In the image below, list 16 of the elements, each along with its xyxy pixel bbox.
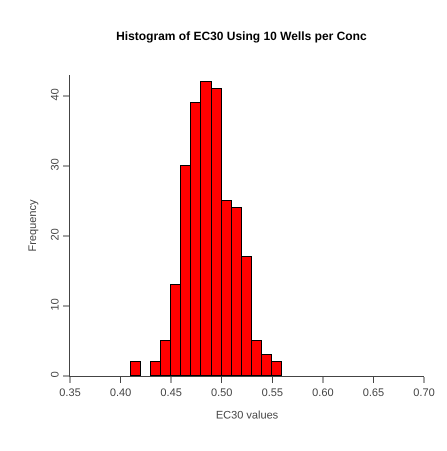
- x-tick-label: 0.60: [312, 387, 334, 400]
- x-tick-label: 0.65: [362, 387, 384, 400]
- y-axis-title: Frequency: [27, 199, 40, 252]
- y-tick-label: 0: [50, 371, 62, 378]
- x-tick-label: 0.70: [413, 387, 435, 400]
- x-tick-label: 0.40: [110, 387, 132, 400]
- x-tick-label: 0.35: [59, 387, 81, 400]
- y-tick-label: 20: [50, 228, 62, 240]
- y-tick-label: 30: [50, 158, 62, 170]
- chart-title: Histogram of EC30 Using 10 Wells per Conc: [116, 28, 367, 43]
- y-tick-label: 40: [50, 88, 62, 100]
- y-tick-label: 10: [50, 298, 62, 310]
- x-tick-label: 0.45: [160, 387, 182, 400]
- x-axis-title: EC30 values: [216, 409, 279, 422]
- x-tick-label: 0.50: [211, 387, 232, 400]
- x-tick-label: 0.55: [262, 387, 283, 400]
